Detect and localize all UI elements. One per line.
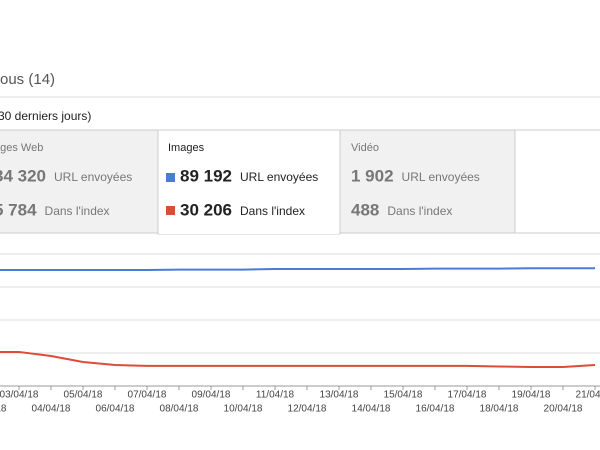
- x-tick-label: 02/04/18: [0, 404, 7, 415]
- indexed-count: 30 206: [180, 200, 232, 219]
- submitted-swatch: [166, 173, 175, 182]
- indexed-count: 5 784: [0, 200, 37, 219]
- indexed-count: 488: [351, 200, 379, 219]
- x-tick-label: 19/04/18: [512, 390, 551, 401]
- tab-label: Images: [168, 142, 205, 154]
- x-tick-label: 18/04/18: [480, 404, 519, 415]
- submitted-count: 1 902: [351, 166, 394, 185]
- submitted-label: URL envoyées: [240, 170, 318, 184]
- x-tick-label: 05/04/18: [64, 390, 103, 401]
- period: 30 derniers jours): [0, 109, 91, 123]
- x-tick-label: 14/04/18: [352, 404, 391, 415]
- tab[interactable]: [0, 129, 159, 234]
- x-tick-label: 11/04/18: [256, 390, 295, 401]
- indexed-label: Dans l'index: [240, 204, 305, 218]
- x-tick-label: 20/04/18: [544, 404, 583, 415]
- x-tick-label: 06/04/18: [96, 404, 135, 415]
- tab-label: ages Web: [0, 142, 43, 154]
- tab-selected[interactable]: [157, 129, 341, 235]
- series-line: [0, 267, 595, 271]
- x-tick-label: 03/04/18: [0, 390, 39, 401]
- x-tick-label: 12/04/18: [288, 404, 327, 415]
- submitted-count: 89 192: [180, 166, 232, 185]
- indexed-label: Dans l'index: [387, 204, 452, 218]
- indexed-swatch: [166, 206, 175, 215]
- x-tick-label: 16/04/18: [416, 404, 455, 415]
- submitted-label: URL envoyées: [402, 170, 480, 184]
- tab[interactable]: [339, 129, 516, 234]
- x-tick-label: 04/04/18: [32, 404, 71, 415]
- submitted-count: 34 320: [0, 166, 46, 185]
- x-tick-label: 17/04/18: [448, 390, 487, 401]
- submitted-label: URL envoyées: [54, 170, 132, 184]
- tab-label: Vidéo: [351, 142, 379, 154]
- title: ous (14): [0, 71, 55, 88]
- x-tick-label: 09/04/18: [192, 390, 231, 401]
- series-line: [0, 350, 596, 368]
- x-tick-label: 07/04/18: [128, 390, 167, 401]
- x-tick-label: 21/04/18: [576, 390, 600, 401]
- x-tick-label: 10/04/18: [224, 404, 263, 415]
- indexed-label: Dans l'index: [45, 204, 110, 218]
- x-tick-label: 15/04/18: [384, 390, 423, 401]
- x-tick-label: 08/04/18: [160, 404, 199, 415]
- x-tick-label: 13/04/18: [320, 390, 359, 401]
